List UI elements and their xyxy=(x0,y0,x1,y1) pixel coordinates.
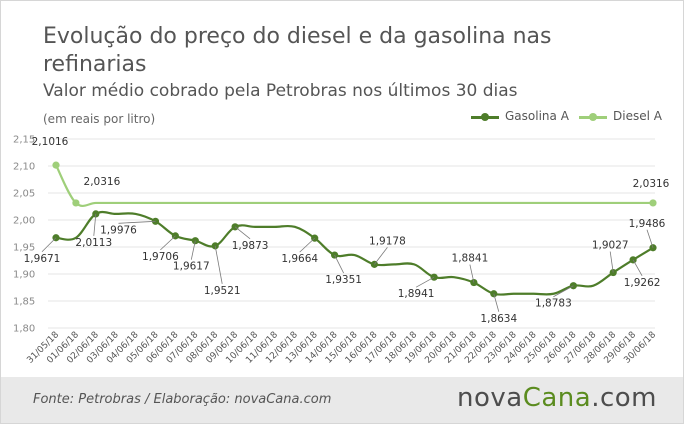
data-label: 1,9178 xyxy=(369,235,406,247)
data-label-leader xyxy=(334,254,344,274)
legend-swatch-gasolina xyxy=(471,113,499,121)
data-label-leader xyxy=(118,220,156,224)
data-point-gasolina xyxy=(92,210,100,218)
data-label: 2,0316 xyxy=(84,176,121,188)
line-chart: 1,801,851,901,952,002,052,102,1531/05/18… xyxy=(13,135,670,366)
data-point-diesel xyxy=(72,199,80,207)
data-label-leader xyxy=(234,226,251,240)
data-label: 1,9671 xyxy=(24,253,61,265)
data-point-diesel xyxy=(52,161,60,169)
data-label-leader xyxy=(553,285,574,298)
legend-label-gasolina: Gasolina A xyxy=(505,109,569,123)
data-label: 1,9976 xyxy=(100,224,137,236)
data-label: 1,9873 xyxy=(232,240,269,252)
y-tick-label: 1,95 xyxy=(13,243,35,254)
data-label-leader xyxy=(190,240,196,260)
data-label-leader xyxy=(374,247,388,265)
y-tick-label: 2,05 xyxy=(13,189,35,200)
footer: Fonte: Petrobras / Elaboração: novaCana.… xyxy=(1,377,683,423)
data-label: 1,8941 xyxy=(398,288,435,300)
data-label-leader xyxy=(214,245,223,284)
data-point-diesel xyxy=(649,199,657,207)
source-note: Fonte: Petrobras / Elaboração: novaCana.… xyxy=(33,392,332,407)
data-label: 1,8841 xyxy=(452,253,489,265)
data-point-gasolina xyxy=(151,217,160,225)
data-label: 1,9521 xyxy=(204,285,241,297)
data-label: 1,9617 xyxy=(173,261,210,273)
data-label-leader xyxy=(415,276,435,288)
data-label: 2,1016 xyxy=(32,136,69,148)
y-tick-label: 2,10 xyxy=(13,162,35,173)
data-label: 1,9706 xyxy=(142,251,179,263)
data-label-leader xyxy=(93,213,97,236)
data-label: 1,9262 xyxy=(624,277,661,289)
data-label-leader xyxy=(299,237,315,253)
data-label: 2,0113 xyxy=(75,237,112,249)
series-line-diesel xyxy=(55,164,653,208)
data-label-leader xyxy=(646,229,654,248)
legend-label-diesel: Diesel A xyxy=(613,109,662,123)
data-label-leader xyxy=(609,251,614,273)
data-point-gasolina xyxy=(331,251,339,259)
y-tick-label: 2,15 xyxy=(13,135,35,146)
data-label: 1,9486 xyxy=(629,218,666,230)
data-label: 1,9351 xyxy=(325,274,362,286)
data-label: 2,0316 xyxy=(633,178,670,190)
data-point-gasolina xyxy=(609,268,617,277)
data-label-leader xyxy=(632,259,643,277)
data-label-leader xyxy=(41,237,57,253)
unit-note: (em reais por litro) xyxy=(43,112,156,126)
data-label: 1,9027 xyxy=(592,240,629,252)
data-label: 1,9664 xyxy=(281,253,318,265)
data-label: 1,8634 xyxy=(480,313,517,325)
y-tick-label: 1,90 xyxy=(13,270,35,281)
chart-subtitle: Valor médio cobrado pela Petrobras nos ú… xyxy=(43,81,518,101)
data-label-leader xyxy=(160,235,176,251)
data-point-gasolina xyxy=(211,242,219,250)
y-tick-label: 1,85 xyxy=(13,297,35,308)
data-label-leader xyxy=(469,264,475,283)
y-tick-label: 2,00 xyxy=(13,216,35,227)
chart-title: Evolução do preço do diesel e da gasolin… xyxy=(43,24,552,77)
brand-logo: novaCana.com xyxy=(456,383,657,413)
data-label-leader xyxy=(493,293,500,312)
legend-swatch-diesel xyxy=(579,113,607,121)
y-tick-label: 1,80 xyxy=(13,324,35,335)
data-label: 1,8783 xyxy=(535,298,572,310)
